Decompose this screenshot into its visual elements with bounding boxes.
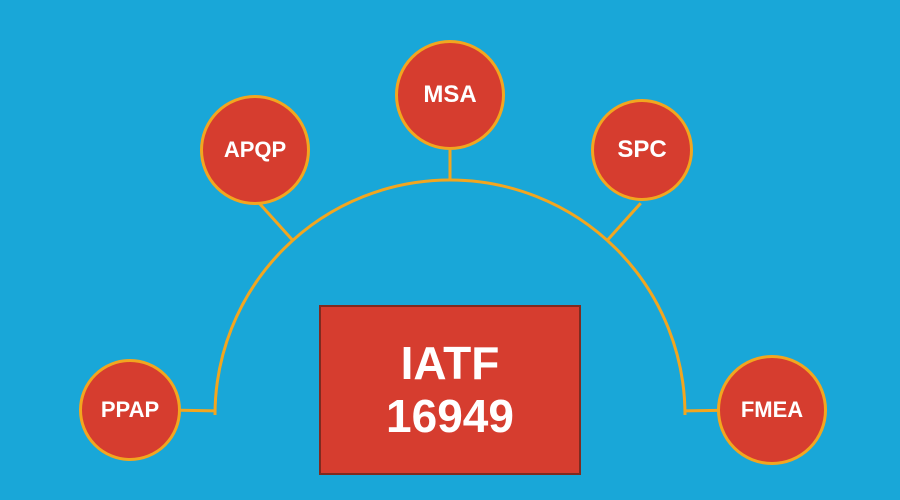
node-label-apqp: APQP bbox=[224, 137, 286, 163]
center-box: IATF 16949 bbox=[319, 305, 581, 475]
node-apqp: APQP bbox=[200, 95, 310, 205]
node-msa: MSA bbox=[395, 40, 505, 150]
node-label-msa: MSA bbox=[423, 81, 476, 109]
node-spc: SPC bbox=[591, 99, 693, 201]
node-ppap: PPAP bbox=[79, 359, 181, 461]
spoke-ppap bbox=[180, 410, 215, 411]
node-label-ppap: PPAP bbox=[101, 397, 159, 423]
spoke-spc bbox=[607, 203, 640, 240]
node-label-spc: SPC bbox=[617, 136, 666, 164]
center-line2: 16949 bbox=[386, 390, 514, 442]
center-label: IATF 16949 bbox=[386, 337, 514, 443]
node-fmea: FMEA bbox=[717, 355, 827, 465]
spoke-apqp bbox=[259, 203, 292, 240]
spoke-fmea bbox=[685, 410, 718, 411]
diagram-canvas: IATF 16949 PPAP APQP MSA SPC FMEA bbox=[0, 0, 900, 500]
center-line1: IATF bbox=[401, 337, 500, 389]
node-label-fmea: FMEA bbox=[741, 397, 803, 423]
